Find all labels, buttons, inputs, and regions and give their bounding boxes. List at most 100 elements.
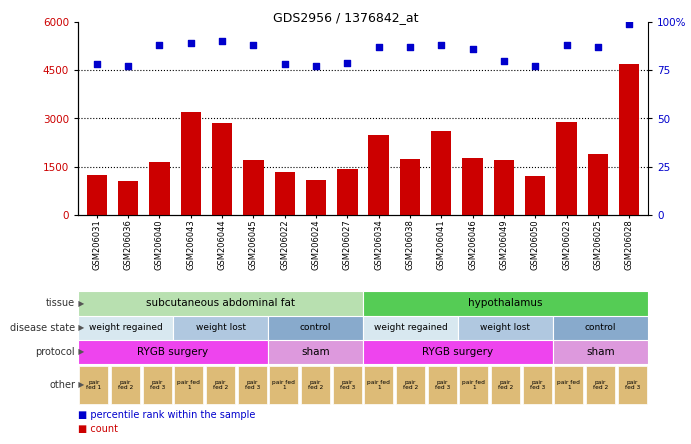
Text: control: control [585, 324, 616, 333]
Text: pair
fed 3: pair fed 3 [435, 380, 450, 390]
Point [122, 63, 133, 70]
Bar [238, 366, 267, 404]
Text: pair
fed 3: pair fed 3 [625, 380, 640, 390]
Bar [400, 159, 420, 215]
Bar [306, 180, 326, 215]
Text: pair fed
1: pair fed 1 [272, 380, 295, 390]
Point [467, 45, 478, 52]
Bar [363, 340, 553, 364]
Text: subcutaneous abdominal fat: subcutaneous abdominal fat [146, 298, 295, 309]
Bar [618, 366, 647, 404]
Text: weight lost: weight lost [196, 324, 245, 333]
Text: sham: sham [586, 347, 615, 357]
Bar [491, 366, 520, 404]
Bar [173, 316, 268, 340]
Point [342, 59, 353, 66]
Bar [111, 366, 140, 404]
Text: pair
fed 3: pair fed 3 [529, 380, 545, 390]
Text: pair
fed 2: pair fed 2 [308, 380, 323, 390]
Point [561, 42, 572, 49]
Text: other: other [49, 380, 75, 390]
Point [216, 38, 227, 45]
Text: RYGB surgery: RYGB surgery [422, 347, 493, 357]
Text: pair
fed 3: pair fed 3 [245, 380, 260, 390]
Text: pair
fed 3: pair fed 3 [149, 380, 164, 390]
Bar [86, 175, 107, 215]
Text: pair fed
1: pair fed 1 [368, 380, 390, 390]
Bar [619, 64, 639, 215]
Text: weight regained: weight regained [88, 324, 162, 333]
Bar [588, 154, 608, 215]
Text: pair
fed 2: pair fed 2 [403, 380, 418, 390]
Bar [269, 366, 299, 404]
Bar [142, 366, 172, 404]
Text: hypothalamus: hypothalamus [468, 298, 542, 309]
Bar [554, 366, 583, 404]
Bar [174, 366, 203, 404]
Bar [78, 316, 173, 340]
Bar [206, 366, 235, 404]
Bar [243, 160, 263, 215]
Text: weight lost: weight lost [480, 324, 531, 333]
Bar [460, 366, 489, 404]
Text: pair
fed 2: pair fed 2 [498, 380, 513, 390]
Text: pair
fed 2: pair fed 2 [118, 380, 133, 390]
Bar [586, 366, 615, 404]
Bar [79, 366, 108, 404]
Bar [301, 366, 330, 404]
Point [154, 42, 165, 49]
Bar [118, 181, 138, 215]
Bar [364, 366, 393, 404]
Text: pair
fed 3: pair fed 3 [339, 380, 354, 390]
Text: ■ percentile rank within the sample: ■ percentile rank within the sample [78, 410, 256, 420]
Bar [149, 162, 169, 215]
Text: ■ count: ■ count [78, 424, 118, 434]
Bar [525, 176, 545, 215]
Text: ▶: ▶ [77, 324, 84, 333]
Bar [494, 160, 514, 215]
Text: ▶: ▶ [77, 348, 84, 357]
Bar [553, 340, 648, 364]
Bar [332, 366, 361, 404]
Bar [212, 123, 232, 215]
Text: ▶: ▶ [77, 299, 84, 308]
Point [279, 61, 290, 68]
Text: pair fed
1: pair fed 1 [178, 380, 200, 390]
Text: sham: sham [301, 347, 330, 357]
Text: RYGB surgery: RYGB surgery [138, 347, 209, 357]
Point [248, 42, 259, 49]
Bar [78, 291, 363, 316]
Bar [180, 112, 201, 215]
Bar [462, 158, 483, 215]
Bar [268, 340, 363, 364]
Bar [553, 316, 648, 340]
Bar [268, 316, 363, 340]
Bar [337, 169, 357, 215]
Text: protocol: protocol [35, 347, 75, 357]
Bar [274, 171, 295, 215]
Text: pair
fed 1: pair fed 1 [86, 380, 102, 390]
Bar [368, 135, 389, 215]
Bar [556, 122, 577, 215]
Text: pair fed
1: pair fed 1 [462, 380, 485, 390]
Bar [396, 366, 425, 404]
Text: GDS2956 / 1376842_at: GDS2956 / 1376842_at [273, 11, 418, 24]
Point [373, 44, 384, 51]
Text: ▶: ▶ [77, 381, 84, 389]
Text: pair fed
1: pair fed 1 [558, 380, 580, 390]
Point [91, 61, 102, 68]
Point [436, 42, 447, 49]
Bar [431, 131, 451, 215]
Point [185, 40, 196, 47]
Point [498, 57, 509, 64]
Point [624, 20, 635, 28]
Bar [458, 316, 553, 340]
Point [530, 63, 541, 70]
Bar [78, 340, 268, 364]
Point [404, 44, 415, 51]
Text: pair
fed 2: pair fed 2 [213, 380, 228, 390]
Point [592, 44, 603, 51]
Bar [363, 291, 648, 316]
Text: pair
fed 2: pair fed 2 [593, 380, 608, 390]
Text: weight regained: weight regained [374, 324, 447, 333]
